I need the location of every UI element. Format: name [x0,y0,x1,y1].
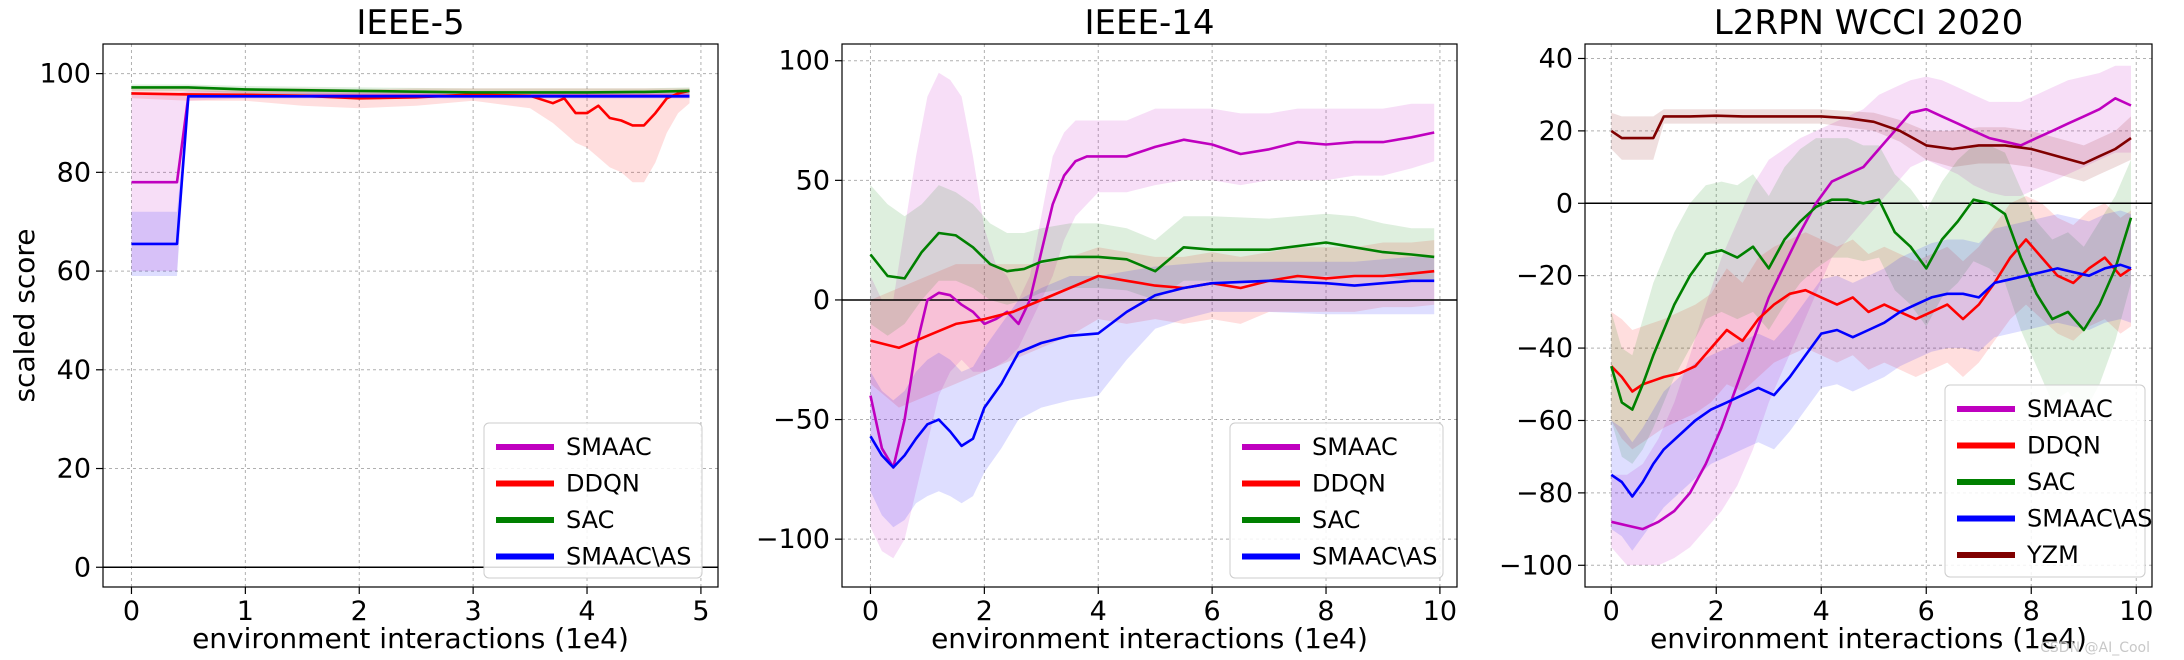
legend: SMAAC DDQN SAC SMAAC\AS [483,422,703,579]
chart-title: IEEE-5 [356,3,464,43]
band-smaac-as [1611,210,2131,551]
series-line-yzm [1610,114,2132,165]
x-tick-label: 8 [2023,596,2040,627]
y-tick-label: −60 [1516,405,1573,436]
x-tick-label: 2 [1708,596,1725,627]
legend-label-smaac-as: SMAAC\AS [566,543,692,571]
y-tick-label: 60 [57,256,91,287]
series-line-ddqn [870,269,1435,350]
chart-panel-3: 0 2 4 6 8 10 −100 −80 −60 −40 −20 0 20 40 L2RPN WCCI 2… [1499,3,2154,655]
plot-area [1585,65,2152,566]
y-tick-label: −100 [1499,550,1573,581]
x-tick-label: 0 [862,596,879,627]
y-tick-label: −50 [773,405,830,436]
y-tick-label: 20 [1539,116,1573,147]
legend-label-smaac: SMAAC [1312,433,1398,461]
y-tick-label: 20 [57,454,91,485]
chart-panel-2: 0 2 4 6 8 10 −100 −50 0 50 100 IEEE-14 environment i… [756,3,1458,655]
x-tick-label: 10 [2119,596,2153,627]
x-tick-label: 0 [1603,596,1620,627]
series-line-sac [1610,198,2133,411]
legend-label-sac: SAC [1312,506,1360,534]
y-tick-label: −100 [756,524,830,555]
x-tick-label: 2 [976,596,993,627]
axes-frame [102,43,719,588]
legend-label-sac: SAC [2027,468,2075,496]
plot-area [842,72,1457,559]
band-sac [1611,138,2131,464]
series-line-sac [131,86,690,94]
x-axis-label: environment interactions (1e4) [1650,622,2087,655]
band-smaac-as [870,256,1435,528]
legend: SMAAC DDQN SAC SMAAC\AS [1229,422,1444,579]
legend-label-yzm: YZM [2026,541,2079,569]
x-tick-label: 5 [692,596,709,627]
series-line-smaac-as [869,279,1435,469]
legend-box [483,422,703,579]
legend-box [1944,384,2146,578]
legend-label-ddqn: DDQN [566,470,640,498]
y-tick-label: 0 [1556,188,1573,219]
x-axis-label: environment interactions (1e4) [192,622,629,655]
band-smaac [870,72,1435,559]
x-tick-label: 8 [1317,596,1334,627]
legend-label-smaac: SMAAC [2027,395,2113,423]
band-yzm [1611,109,2131,182]
y-tick-label: 40 [57,355,91,386]
legend-label-ddqn: DDQN [2027,432,2101,460]
band-sac [870,185,1435,336]
band-ddqn [131,88,690,183]
plot-area [103,84,718,569]
y-tick-label: −20 [1516,261,1573,292]
series-line-sac [869,231,1435,280]
legend: SMAAC DDQN SAC SMAAC\AS YZM [1944,384,2153,578]
y-tick-label: −80 [1516,478,1573,509]
axes-frame [1584,43,2153,588]
x-tick-label: 1 [237,596,254,627]
x-tick-label: 2 [351,596,368,627]
x-tick-label: 4 [578,596,595,627]
y-tick-label: 0 [74,552,91,583]
y-tick-label: −40 [1516,333,1573,364]
legend-label-sac: SAC [566,506,614,534]
legend-label-ddqn: DDQN [1312,470,1386,498]
chart-panel-1: 0 1 2 3 4 5 0 20 40 60 80 100 IEEE-5 environment inte… [8,3,719,655]
legend-box [1229,422,1444,579]
y-tick-label: 0 [813,285,830,316]
x-axis-label: environment interactions (1e4) [931,622,1368,655]
x-tick-label: 4 [1090,596,1107,627]
y-axis-label: scaled score [8,228,41,402]
legend-label-smaac-as: SMAAC\AS [1312,543,1438,571]
grid [1585,44,2152,587]
series-line-smaac [1611,97,2132,531]
series-line-ddqn [1610,238,2132,393]
band-smaac [1611,65,2131,566]
x-tick-label: 0 [123,596,140,627]
chart-title: L2RPN WCCI 2020 [1714,3,2023,43]
x-tick-label: 6 [1204,596,1221,627]
series-line-smaac [869,131,1435,469]
y-tick-label: 80 [57,157,91,188]
watermark-text: CSDN @AI_Cool [2040,640,2150,656]
band-ddqn [1611,196,2131,450]
x-tick-label: 3 [465,596,482,627]
x-tick-label: 10 [1423,596,1457,627]
x-tick-label: 4 [1813,596,1830,627]
axes-frame [841,43,1458,588]
series-line-smaac-as [131,95,690,246]
legend-label-smaac: SMAAC [566,433,652,461]
y-tick-label: 40 [1539,43,1573,74]
legend-label-smaac-as: SMAAC\AS [2027,505,2153,533]
y-tick-label: 100 [778,46,830,77]
series-line-smaac-as [1610,263,2132,498]
y-tick-label: 100 [39,59,91,90]
y-tick-label: 50 [796,165,830,196]
x-tick-label: 6 [1918,596,1935,627]
chart-title: IEEE-14 [1084,3,1214,43]
